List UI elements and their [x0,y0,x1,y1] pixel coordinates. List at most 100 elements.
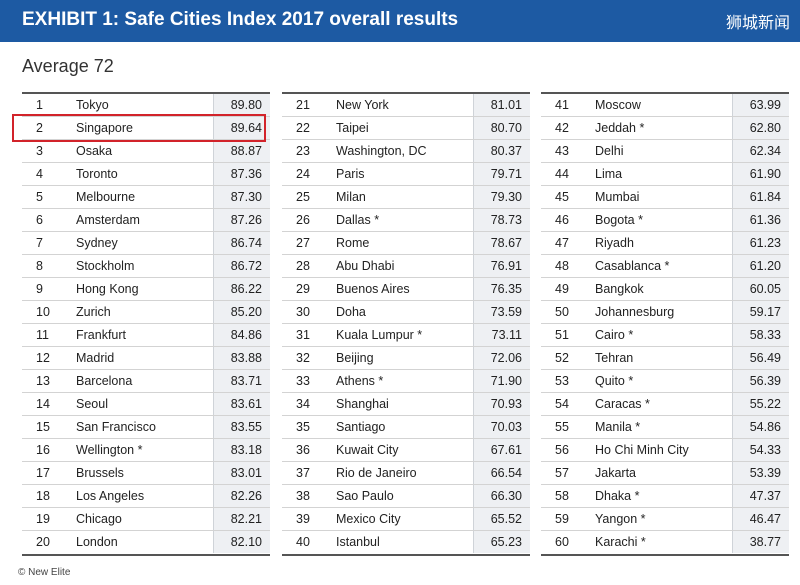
city-cell: Shanghai [336,397,389,411]
score-cell: 65.52 [490,512,522,526]
table-row: 54 Caracas * 55.22 [541,393,789,416]
rank-cell: 59 [555,512,569,526]
score-cell-bg: 78.67 [473,232,530,254]
city-cell: Jakarta [595,466,636,480]
rank-cell: 31 [296,328,310,342]
city-cell: Tehran [595,351,634,365]
score-cell-bg: 58.33 [732,324,789,346]
table-row: 29 Buenos Aires 76.35 [282,278,530,301]
score-cell: 87.30 [230,190,262,204]
rank-cell: 23 [296,144,310,158]
rank-cell: 6 [36,213,43,227]
table-row: 36 Kuwait City 67.61 [282,439,530,462]
rank-cell: 50 [555,305,569,319]
table-row: 39 Mexico City 65.52 [282,508,530,531]
city-cell: Moscow [595,98,641,112]
score-cell: 53.39 [749,466,781,480]
rank-cell: 40 [296,535,310,549]
city-cell: Wellington * [76,443,143,457]
rank-cell: 55 [555,420,569,434]
table-row: 31 Kuala Lumpur * 73.11 [282,324,530,347]
table-row: 14 Seoul 83.61 [22,393,270,416]
score-cell: 61.90 [749,167,781,181]
city-cell: Barcelona [76,374,133,388]
city-cell: Seoul [76,397,108,411]
rank-cell: 24 [296,167,310,181]
rank-cell: 22 [296,121,310,135]
score-cell: 62.80 [749,121,781,135]
table-row: 4 Toronto 87.36 [22,163,270,186]
city-cell: Santiago [336,420,386,434]
score-cell: 78.67 [490,236,522,250]
score-cell-bg: 38.77 [732,531,789,553]
table-row: 60 Karachi * 38.77 [541,531,789,554]
table-row: 37 Rio de Janeiro 66.54 [282,462,530,485]
score-cell-bg: 67.61 [473,439,530,461]
table-row: 11 Frankfurt 84.86 [22,324,270,347]
score-cell-bg: 61.84 [732,186,789,208]
score-cell-bg: 54.86 [732,416,789,438]
table-row: 58 Dhaka * 47.37 [541,485,789,508]
rank-cell: 39 [296,512,310,526]
score-cell-bg: 47.37 [732,485,789,507]
table-row: 40 Istanbul 65.23 [282,531,530,554]
score-cell: 87.36 [230,167,262,181]
score-cell-bg: 55.22 [732,393,789,415]
table-row: 55 Manila * 54.86 [541,416,789,439]
score-cell: 61.36 [749,213,781,227]
score-cell: 72.06 [490,351,522,365]
city-cell: Abu Dhabi [336,259,395,273]
city-cell: Washington, DC [336,144,427,158]
rank-cell: 26 [296,213,310,227]
score-cell-bg: 87.26 [213,209,270,231]
average-label: Average 72 [22,56,114,76]
score-cell-bg: 80.70 [473,117,530,139]
score-cell: 62.34 [749,144,781,158]
city-cell: Sao Paulo [336,489,394,503]
city-cell: Dhaka * [595,489,640,503]
city-cell: Karachi * [595,535,646,549]
rank-cell: 32 [296,351,310,365]
rank-cell: 16 [36,443,50,457]
rank-cell: 37 [296,466,310,480]
rank-cell: 13 [36,374,50,388]
table-row: 28 Abu Dhabi 76.91 [282,255,530,278]
table-row: 34 Shanghai 70.93 [282,393,530,416]
rank-cell: 42 [555,121,569,135]
score-cell-bg: 70.93 [473,393,530,415]
table-row: 7 Sydney 86.74 [22,232,270,255]
score-cell: 82.10 [230,535,262,549]
rank-cell: 5 [36,190,43,204]
score-cell-bg: 61.36 [732,209,789,231]
rank-cell: 21 [296,98,310,112]
city-cell: Frankfurt [76,328,127,342]
score-cell: 55.22 [749,397,781,411]
score-cell: 66.30 [490,489,522,503]
rank-cell: 46 [555,213,569,227]
rank-cell: 56 [555,443,569,457]
score-cell: 84.86 [230,328,262,342]
rank-cell: 1 [36,98,43,112]
table-row: 59 Yangon * 46.47 [541,508,789,531]
score-cell: 85.20 [230,305,262,319]
rank-cell: 51 [555,328,569,342]
score-cell-bg: 65.23 [473,531,530,553]
score-cell-bg: 80.37 [473,140,530,162]
table-row: 3 Osaka 88.87 [22,140,270,163]
score-cell-bg: 83.88 [213,347,270,369]
score-cell-bg: 46.47 [732,508,789,530]
rank-cell: 36 [296,443,310,457]
city-cell: Chicago [76,512,122,526]
city-cell: Cairo * [595,328,634,342]
ranking-column-3: 41 Moscow 63.99 42 Jeddah * 62.80 43 Delhi 62.34… [541,92,789,556]
table-row: 17 Brussels 83.01 [22,462,270,485]
city-cell: Delhi [595,144,624,158]
city-cell: Mexico City [336,512,401,526]
city-cell: Beijing [336,351,374,365]
rank-cell: 54 [555,397,569,411]
score-cell: 58.33 [749,328,781,342]
score-cell: 83.61 [230,397,262,411]
city-cell: Dallas * [336,213,380,227]
city-cell: Stockholm [76,259,135,273]
city-cell: Kuwait City [336,443,399,457]
